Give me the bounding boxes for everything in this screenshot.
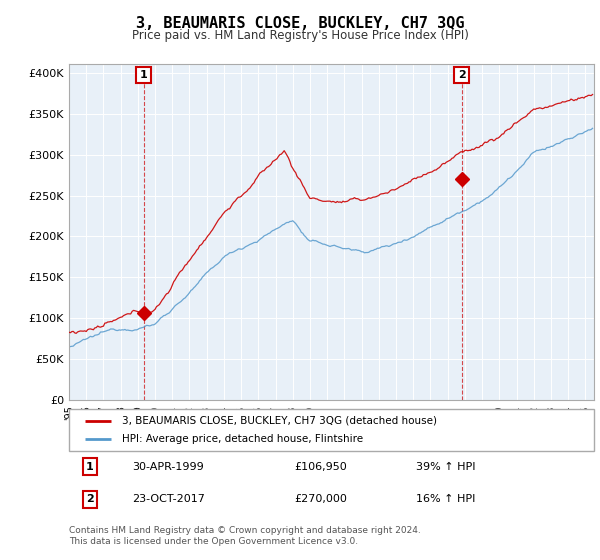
FancyBboxPatch shape xyxy=(69,409,594,451)
Text: 1: 1 xyxy=(86,461,94,472)
Text: 1: 1 xyxy=(140,70,148,80)
Text: Price paid vs. HM Land Registry's House Price Index (HPI): Price paid vs. HM Land Registry's House … xyxy=(131,29,469,42)
Text: 39% ↑ HPI: 39% ↑ HPI xyxy=(415,461,475,472)
Text: 16% ↑ HPI: 16% ↑ HPI xyxy=(415,494,475,505)
Text: 3, BEAUMARIS CLOSE, BUCKLEY, CH7 3QG (detached house): 3, BEAUMARIS CLOSE, BUCKLEY, CH7 3QG (de… xyxy=(121,416,437,426)
Text: £270,000: £270,000 xyxy=(295,494,347,505)
Text: £106,950: £106,950 xyxy=(295,461,347,472)
Text: HPI: Average price, detached house, Flintshire: HPI: Average price, detached house, Flin… xyxy=(121,434,362,444)
Text: Contains HM Land Registry data © Crown copyright and database right 2024.
This d: Contains HM Land Registry data © Crown c… xyxy=(69,526,421,546)
Text: 2: 2 xyxy=(458,70,466,80)
Text: 23-OCT-2017: 23-OCT-2017 xyxy=(132,494,205,505)
Text: 3, BEAUMARIS CLOSE, BUCKLEY, CH7 3QG: 3, BEAUMARIS CLOSE, BUCKLEY, CH7 3QG xyxy=(136,16,464,31)
Text: 2: 2 xyxy=(86,494,94,505)
Text: 30-APR-1999: 30-APR-1999 xyxy=(132,461,204,472)
